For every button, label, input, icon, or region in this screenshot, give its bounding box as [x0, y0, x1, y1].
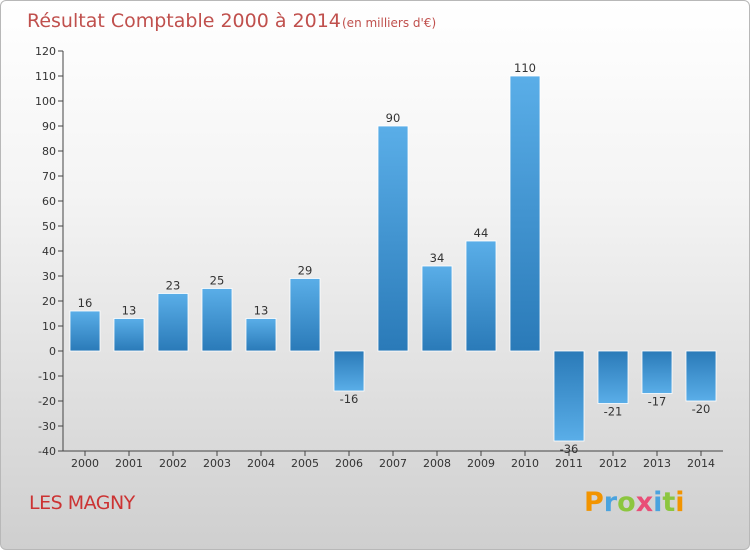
- data-label-2000: 16: [78, 296, 93, 310]
- bar-2000: [69, 310, 101, 352]
- axes: -40 -30 -20 -10 0 10 20 30 40 50 60 70 80 90 100 110 120…: [35, 45, 723, 470]
- bars: [69, 75, 717, 442]
- y-tick-label: 20: [42, 295, 56, 308]
- x-tick-label: 2007: [379, 457, 407, 470]
- data-label-2009: 44: [474, 226, 489, 240]
- x-tick-label: 2010: [511, 457, 539, 470]
- x-tick-label: 2001: [115, 457, 143, 470]
- data-label-2012: -21: [604, 405, 623, 419]
- x-tick-label: 2012: [599, 457, 627, 470]
- bar-2014: [685, 350, 717, 402]
- data-label-2004: 13: [254, 304, 269, 318]
- y-tick-label: 120: [35, 45, 56, 58]
- x-tick-label: 2009: [467, 457, 495, 470]
- data-label-2008: 34: [430, 251, 445, 265]
- y-tick-label: 110: [35, 70, 56, 83]
- y-tick-label: 50: [42, 220, 56, 233]
- data-label-2006: -16: [340, 392, 359, 406]
- bar-2005: [289, 278, 321, 352]
- bar-2009: [465, 240, 497, 352]
- bar-2002: [157, 293, 189, 352]
- y-tick-label: 90: [42, 120, 56, 133]
- y-tick-label: -30: [38, 420, 56, 433]
- y-tick-label: 100: [35, 95, 56, 108]
- data-label-2010: 110: [514, 61, 536, 75]
- y-tick-label: 30: [42, 270, 56, 283]
- y-tick-label: 60: [42, 195, 56, 208]
- data-label-2011: -36: [560, 442, 579, 456]
- bar-2011: [553, 350, 585, 442]
- data-label-2013: -17: [648, 395, 667, 409]
- commune-name: LES MAGNY: [29, 492, 135, 514]
- bar-2003: [201, 288, 233, 352]
- data-label-2002: 23: [166, 279, 181, 293]
- bar-2010: [509, 75, 541, 352]
- y-tick-label: -20: [38, 395, 56, 408]
- x-tick-label: 2004: [247, 457, 275, 470]
- bar-2008: [421, 265, 453, 352]
- y-tick-label: 80: [42, 145, 56, 158]
- x-tick-label: 2013: [643, 457, 671, 470]
- data-label-2007: 90: [386, 111, 401, 125]
- y-tick-label: -10: [38, 370, 56, 383]
- bar-2001: [113, 318, 145, 352]
- data-label-2005: 29: [298, 264, 313, 278]
- chart-unit: (en milliers d'€): [342, 16, 436, 30]
- y-tick-label: 0: [49, 345, 56, 358]
- data-label-2014: -20: [692, 402, 711, 416]
- x-tick-label: 2008: [423, 457, 451, 470]
- y-tick-label: 10: [42, 320, 56, 333]
- x-tick-label: 2005: [291, 457, 319, 470]
- data-labels: 16 13 23 25 13 29 -16 90 34 44 110 -36 -21 -17 -20: [78, 61, 711, 456]
- bar-2007: [377, 125, 409, 352]
- x-tick-label: 2006: [335, 457, 363, 470]
- y-tick-label: 70: [42, 170, 56, 183]
- x-tick-label: 2003: [203, 457, 231, 470]
- y-tick-label: 40: [42, 245, 56, 258]
- bar-2012: [597, 350, 629, 404]
- x-tick-label: 2014: [687, 457, 715, 470]
- x-tick-label: 2000: [71, 457, 99, 470]
- data-label-2003: 25: [210, 274, 225, 288]
- bar-2006: [333, 350, 365, 392]
- data-label-2001: 13: [122, 304, 137, 318]
- x-tick-label: 2011: [555, 457, 583, 470]
- proxiti-logo: Proxiti: [584, 487, 685, 518]
- bar-2004: [245, 318, 277, 352]
- y-tick-label: -40: [38, 445, 56, 458]
- chart-title: Résultat Comptable 2000 à 2014: [27, 10, 341, 32]
- x-tick-label: 2002: [159, 457, 187, 470]
- bar-2013: [641, 350, 673, 394]
